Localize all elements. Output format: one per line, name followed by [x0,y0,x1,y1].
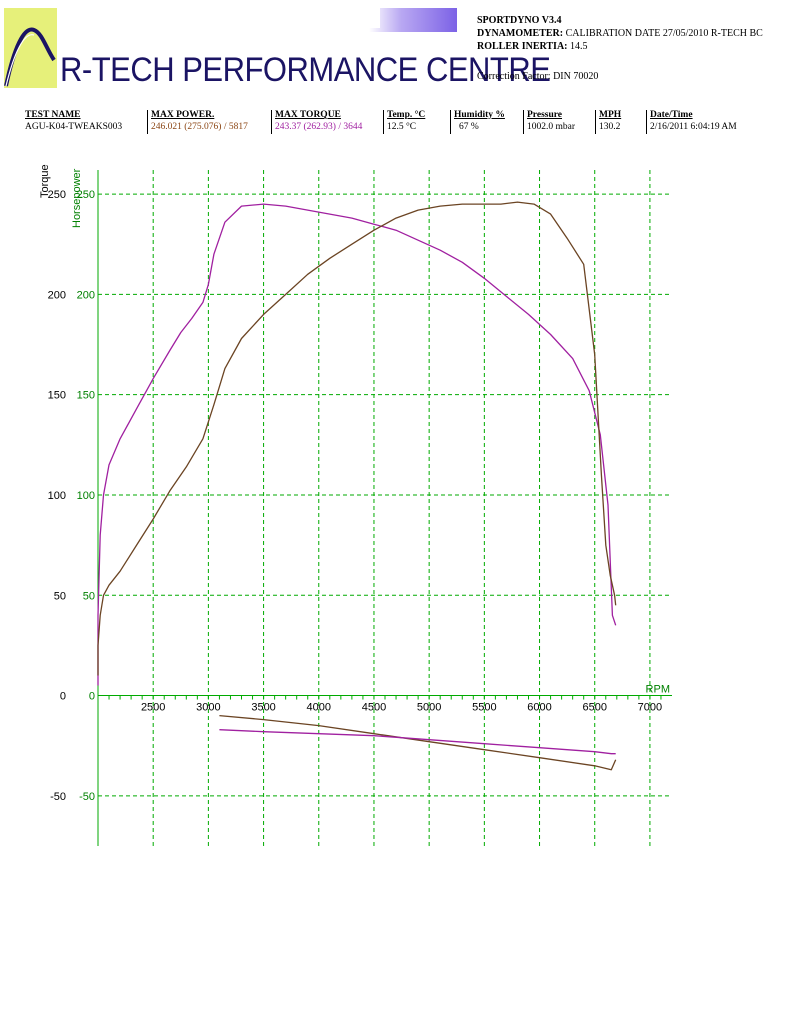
temp-value: 12.5 °C [387,122,417,132]
series-line-1 [97,201,617,676]
col-max-power: MAX POWER. 246.021 (275.076) / 5817 [151,110,248,134]
roller-inertia-key: ROLLER INERTIA: [477,41,568,52]
col-header: Temp. °C [387,110,426,120]
y-axis-label-torque: Torque [39,164,51,198]
datetime-value: 2/16/2011 6:04:19 AM [650,122,737,132]
x-tick-label: 7000 [638,702,662,714]
y-tick-label-horsepower: 200 [77,289,95,301]
column-divider [646,110,647,134]
col-header: Humidity % [454,110,505,120]
roller-inertia-value: 14.5 [570,41,588,52]
y-tick-label-horsepower: -50 [79,791,95,803]
column-divider [450,110,451,134]
column-divider [523,110,524,134]
max-torque-value: 243.37 (262.93) / 3644 [275,122,363,132]
pressure-value: 1002.0 mbar [527,122,576,132]
col-header: Date/Time [650,110,693,120]
y-tick-label-horsepower: 150 [77,390,95,402]
y-tick-label-horsepower: 50 [83,590,95,602]
x-tick-label: 4000 [307,702,331,714]
col-datetime: Date/Time 2/16/2011 6:04:19 AM [650,110,737,134]
x-tick-label: 4500 [362,702,386,714]
dynamometer-key: DYNAMOMETER: [477,28,564,39]
x-tick-label: 6000 [527,702,551,714]
column-divider [271,110,272,134]
series-line-2 [219,714,617,771]
col-header: TEST NAME [25,110,81,120]
y-axis-label-horsepower: Horsepower [71,168,83,228]
correction-factor: Correction Factor: DIN 70020 [477,71,599,82]
y-tick-label-torque: 0 [60,691,66,703]
y-tick-label-torque: 150 [48,390,66,402]
column-divider [595,110,596,134]
mph-value: 130.2 [599,122,621,132]
series-line-3 [219,729,616,755]
logo [4,8,57,88]
test-name-value: AGU-K04-TWEAKS003 [25,122,123,132]
x-tick-label: 5000 [417,702,441,714]
x-tick-label: 3000 [196,702,220,714]
column-divider [147,110,148,134]
series-line-0 [97,203,617,686]
column-divider [383,110,384,134]
company-name: R-TECH PERFORMANCE CENTRE [60,50,551,89]
max-power-value: 246.021 (275.076) / 5817 [151,122,248,132]
col-pressure: Pressure 1002.0 mbar [527,110,575,134]
col-header: Pressure [527,110,563,120]
x-tick-label: 5500 [472,702,496,714]
y-tick-label-torque: 50 [54,590,66,602]
col-header: MAX TORQUE [275,110,341,120]
dyno-info: SPORTDYNO V3.4 DYNAMOMETER: CALIBRATION … [477,14,763,53]
col-humidity: Humidity % 67 % [454,110,505,134]
humidity-value: 67 % [459,122,479,132]
x-tick-label: 6500 [582,702,606,714]
software-label: SPORTDYNO V3.4 [477,15,562,26]
y-tick-label-horsepower: 250 [77,189,95,201]
col-temp: Temp. °C 12.5 °C [387,110,425,134]
y-tick-label-horsepower: 0 [89,691,95,703]
col-header: MAX POWER. [151,110,215,120]
logo-swoosh-icon [4,27,56,87]
dynamometer-value: CALIBRATION DATE 27/05/2010 R-TECH BC [565,28,763,39]
x-tick-label: 2500 [141,702,165,714]
x-axis-label: RPM [646,684,670,696]
x-tick-label: 3500 [251,702,275,714]
y-tick-label-horsepower: 100 [77,490,95,502]
col-header: MPH [599,110,622,120]
y-tick-label-torque: 200 [48,289,66,301]
dyno-chart: 2500 3000 3500 4000 4500 5000 5500 6000 6500 7000… [39,164,672,846]
col-max-torque: MAX TORQUE 243.37 (262.93) / 3644 [275,110,362,134]
y-tick-label-torque: 250 [48,189,66,201]
y-tick-label-torque: -50 [50,791,66,803]
y-tick-label-torque: 100 [48,490,66,502]
col-test-name: TEST NAME AGU-K04-TWEAKS003 [25,110,122,134]
col-mph: MPH 130.2 [599,110,621,134]
header-banner-blank [95,8,380,28]
